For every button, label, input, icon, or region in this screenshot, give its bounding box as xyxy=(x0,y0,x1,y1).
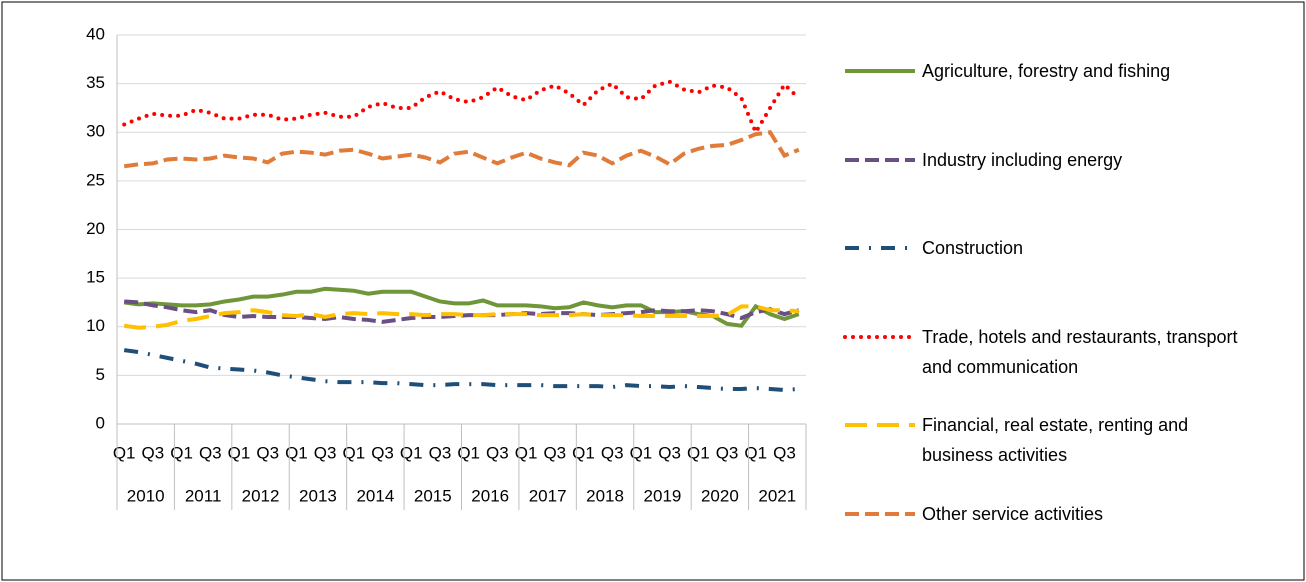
x-tick-label: Q3 xyxy=(543,443,566,462)
legend-label: Construction xyxy=(922,238,1024,258)
legend-label: Financial, real estate, renting and busi… xyxy=(922,415,1189,465)
x-tick-label: Q3 xyxy=(199,443,222,462)
x-tick-label: Q3 xyxy=(716,443,739,462)
x-group-label: 2013 xyxy=(299,486,337,505)
x-tick-label: Q3 xyxy=(658,443,681,462)
x-group-label: 2012 xyxy=(242,486,280,505)
series-line xyxy=(123,130,800,169)
x-tick-label: Q3 xyxy=(371,443,394,462)
x-tick-label: Q1 xyxy=(457,443,480,462)
y-tick-label: 5 xyxy=(96,365,105,384)
x-tick-label: Q1 xyxy=(630,443,653,462)
x-group-label: 2021 xyxy=(758,486,796,505)
x-group-label: 2015 xyxy=(414,486,452,505)
x-tick-label: Q1 xyxy=(170,443,193,462)
y-tick-label: 30 xyxy=(86,122,105,141)
x-tick-label: Q1 xyxy=(113,443,136,462)
x-tick-label: Q1 xyxy=(515,443,538,462)
x-group-label: 2010 xyxy=(127,486,165,505)
series-line xyxy=(123,348,799,392)
y-tick-label: 15 xyxy=(86,268,105,287)
x-tick-label: Q3 xyxy=(256,443,279,462)
legend-label: Trade, hotels and restaurants, transport… xyxy=(922,327,1238,377)
y-tick-label: 25 xyxy=(86,170,105,189)
y-tick-label: 40 xyxy=(86,24,105,43)
y-tick-label: 0 xyxy=(96,413,105,432)
x-tick-label: Q1 xyxy=(687,443,710,462)
x-group-label: 2017 xyxy=(529,486,567,505)
x-group-label: 2018 xyxy=(586,486,624,505)
x-group-label: 2020 xyxy=(701,486,739,505)
x-tick-label: Q3 xyxy=(601,443,624,462)
y-tick-label: 35 xyxy=(86,73,105,92)
x-tick-label: Q3 xyxy=(142,443,165,462)
legend-label: Agriculture, forestry and fishing xyxy=(922,61,1171,81)
x-tick-label: Q1 xyxy=(400,443,423,462)
x-group-label: 2011 xyxy=(185,486,222,505)
x-group-label: 2016 xyxy=(471,486,509,505)
x-tick-label: Q1 xyxy=(228,443,251,462)
y-tick-label: 20 xyxy=(86,219,105,238)
x-tick-label: Q3 xyxy=(314,443,337,462)
x-group-label: 2014 xyxy=(356,486,394,505)
x-tick-label: Q1 xyxy=(285,443,308,462)
x-tick-label: Q3 xyxy=(773,443,796,462)
x-group-label: 2019 xyxy=(644,486,682,505)
legend-label: Industry including energy xyxy=(922,150,1123,170)
x-tick-label: Q1 xyxy=(572,443,595,462)
x-tick-label: Q3 xyxy=(429,443,452,462)
legend-label: Other service activities xyxy=(922,504,1104,524)
x-tick-label: Q1 xyxy=(744,443,767,462)
y-tick-label: 10 xyxy=(86,316,105,335)
x-tick-label: Q3 xyxy=(486,443,509,462)
x-tick-label: Q1 xyxy=(343,443,366,462)
series-line xyxy=(123,304,799,330)
